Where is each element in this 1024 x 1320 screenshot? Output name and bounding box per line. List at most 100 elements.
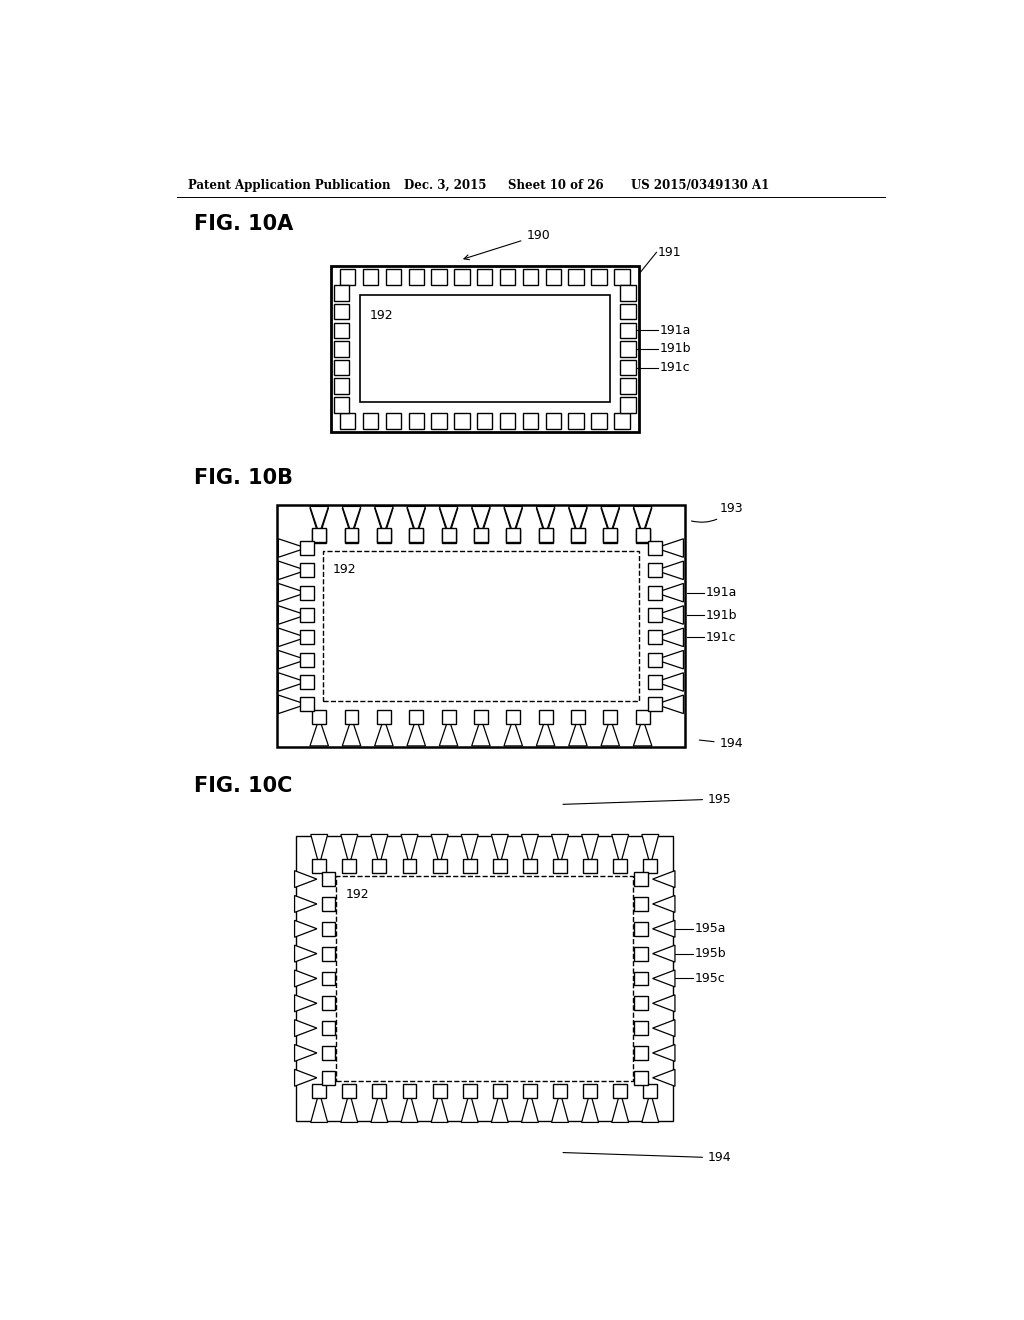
Bar xyxy=(634,1022,648,1035)
Bar xyxy=(648,631,662,644)
Bar xyxy=(322,873,336,886)
Polygon shape xyxy=(492,834,508,866)
Polygon shape xyxy=(295,1019,316,1036)
Bar xyxy=(621,285,636,301)
Polygon shape xyxy=(652,945,675,962)
Polygon shape xyxy=(582,834,599,866)
Bar xyxy=(506,710,520,725)
Bar xyxy=(373,1084,386,1098)
Bar xyxy=(300,609,313,622)
Bar xyxy=(455,413,470,429)
Bar xyxy=(500,269,515,285)
Bar xyxy=(603,710,617,725)
Polygon shape xyxy=(279,673,306,692)
Bar xyxy=(322,946,336,961)
Polygon shape xyxy=(472,508,490,537)
Polygon shape xyxy=(472,718,490,746)
Bar xyxy=(312,528,326,543)
Polygon shape xyxy=(634,718,652,746)
Bar xyxy=(621,360,636,375)
Bar xyxy=(345,529,358,543)
Bar xyxy=(643,859,657,873)
Polygon shape xyxy=(342,507,360,535)
Polygon shape xyxy=(504,508,522,537)
Polygon shape xyxy=(431,834,449,866)
Polygon shape xyxy=(601,508,620,537)
Bar xyxy=(312,529,326,543)
Polygon shape xyxy=(537,508,555,537)
Polygon shape xyxy=(279,628,306,647)
Text: Patent Application Publication: Patent Application Publication xyxy=(188,178,391,191)
Bar xyxy=(322,1022,336,1035)
Bar xyxy=(300,675,313,689)
Bar xyxy=(402,1084,417,1098)
Polygon shape xyxy=(652,1019,675,1036)
Text: 194: 194 xyxy=(563,1151,732,1164)
Polygon shape xyxy=(634,508,652,537)
Bar xyxy=(322,972,336,985)
Polygon shape xyxy=(472,507,490,535)
Polygon shape xyxy=(401,834,418,866)
Bar xyxy=(433,859,446,873)
Polygon shape xyxy=(295,970,316,987)
Bar xyxy=(634,921,648,936)
Polygon shape xyxy=(375,508,393,537)
Polygon shape xyxy=(652,1069,675,1086)
Bar xyxy=(300,653,313,667)
Bar xyxy=(402,859,417,873)
Polygon shape xyxy=(279,583,306,602)
Bar xyxy=(553,1084,567,1098)
Polygon shape xyxy=(552,1092,568,1122)
Bar xyxy=(386,269,401,285)
Text: 195a: 195a xyxy=(694,923,726,936)
Polygon shape xyxy=(439,718,458,746)
Polygon shape xyxy=(295,920,316,937)
Text: 190: 190 xyxy=(464,228,550,260)
Bar xyxy=(441,710,456,725)
Polygon shape xyxy=(279,539,306,557)
Text: 191a: 191a xyxy=(659,323,691,337)
Bar xyxy=(410,528,423,543)
Polygon shape xyxy=(295,895,316,912)
Bar xyxy=(296,836,674,1121)
Polygon shape xyxy=(295,1044,316,1061)
Bar xyxy=(477,269,493,285)
Polygon shape xyxy=(375,718,393,746)
Polygon shape xyxy=(552,834,568,866)
Bar xyxy=(523,1084,537,1098)
Polygon shape xyxy=(611,1092,629,1122)
Bar xyxy=(441,528,456,543)
Bar xyxy=(522,269,539,285)
Bar xyxy=(477,413,493,429)
Polygon shape xyxy=(537,718,555,746)
Bar xyxy=(360,296,609,403)
Polygon shape xyxy=(310,508,329,537)
Bar xyxy=(334,322,349,338)
Bar xyxy=(568,269,584,285)
Bar xyxy=(584,1084,597,1098)
Bar xyxy=(571,529,585,543)
Polygon shape xyxy=(295,1069,316,1086)
Bar xyxy=(522,413,539,429)
Polygon shape xyxy=(310,834,328,866)
Bar xyxy=(634,1045,648,1060)
Bar xyxy=(634,898,648,911)
Polygon shape xyxy=(310,718,329,746)
Bar xyxy=(345,528,358,543)
Bar xyxy=(614,413,630,429)
Bar xyxy=(362,269,378,285)
Bar xyxy=(345,710,358,725)
Polygon shape xyxy=(655,673,683,692)
Bar xyxy=(634,873,648,886)
Polygon shape xyxy=(341,1092,357,1122)
Bar xyxy=(636,710,649,725)
Bar xyxy=(643,1084,657,1098)
Bar xyxy=(636,529,649,543)
Bar xyxy=(648,609,662,622)
Polygon shape xyxy=(504,507,522,535)
Text: FIG. 10A: FIG. 10A xyxy=(194,214,293,234)
Bar xyxy=(377,710,391,725)
Bar xyxy=(322,1045,336,1060)
Polygon shape xyxy=(371,1092,388,1122)
Polygon shape xyxy=(407,718,425,746)
